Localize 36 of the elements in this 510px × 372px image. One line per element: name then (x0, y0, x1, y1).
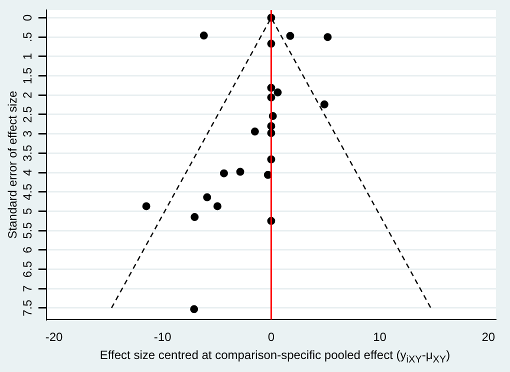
point (203, 193, 212, 202)
point (190, 213, 199, 222)
point (213, 202, 222, 210)
point (286, 32, 294, 40)
point (274, 88, 282, 96)
point (142, 202, 150, 210)
y-tick-label: 0 (20, 14, 35, 22)
point (250, 128, 259, 136)
point (324, 33, 332, 42)
y-tick-label: 4.5 (20, 183, 35, 200)
y-tick-label: 1.5 (20, 67, 35, 84)
y-tick-label: 4 (20, 168, 35, 176)
x-axis-title: Effect size centred at comparison-specific pooled effect (y$_{iXY}$-μ$_{XY}$) (98, 348, 452, 366)
y-tick-label: 3.5 (20, 144, 35, 162)
y-tick-label: .5 (20, 32, 35, 42)
y-tick-label: 5.5 (20, 222, 35, 239)
x-tick-label: 10 (373, 330, 387, 344)
point (320, 100, 328, 108)
point (236, 168, 244, 176)
y-tick-label: 7.5 (20, 299, 35, 316)
y-tick-label: 3 (20, 130, 35, 138)
y-tick-label: 1 (20, 52, 35, 60)
y-tick-label: 5 (20, 208, 35, 215)
y-tick-label: 6.5 (20, 260, 35, 278)
point (220, 169, 228, 178)
y-tick-label: 7 (20, 284, 35, 292)
y-tick-label: 6 (20, 246, 35, 254)
x-tick-label: 20 (482, 330, 496, 344)
x-tick-label: 0 (268, 330, 275, 344)
y-axis-title: Standard error of effect size (6, 90, 20, 239)
point (190, 305, 198, 314)
point (200, 32, 208, 40)
y-tick-label: 2 (20, 91, 35, 98)
x-tick-label: -20 (45, 330, 63, 344)
x-tick-label: -10 (154, 330, 172, 344)
y-tick-label: 2.5 (20, 106, 35, 123)
